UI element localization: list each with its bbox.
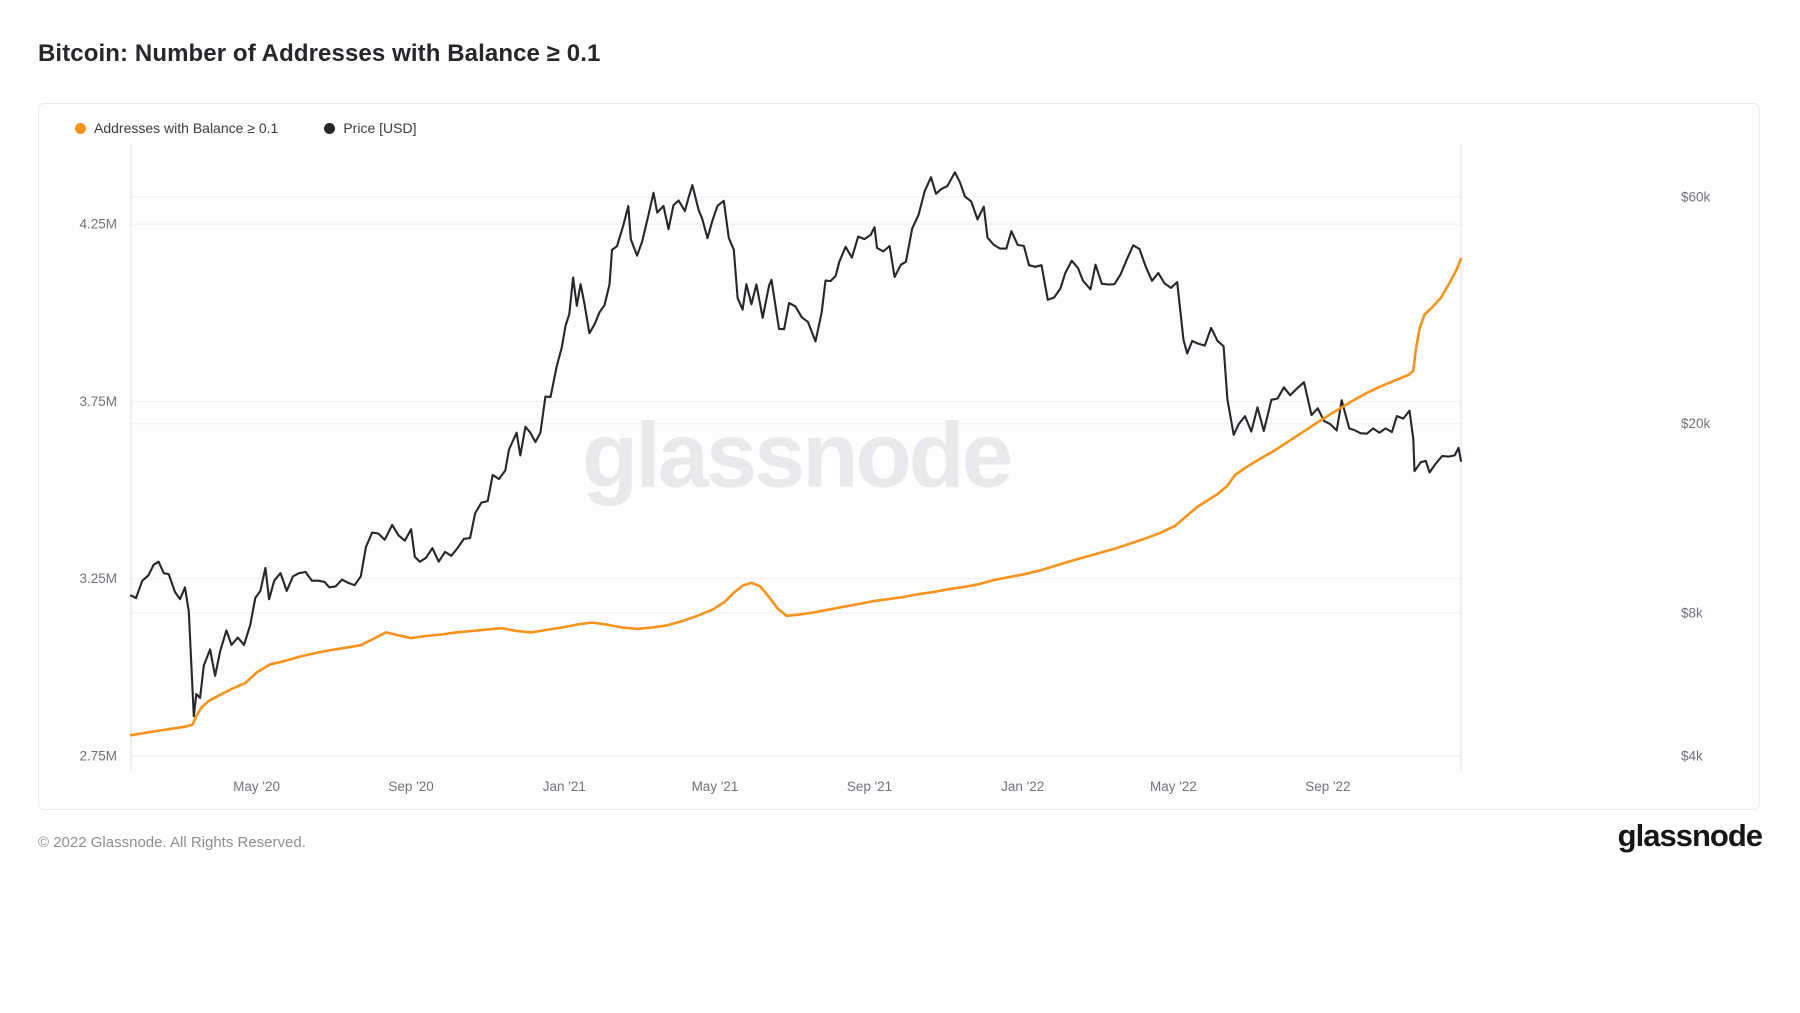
x-axis-tick-label: May '20: [233, 779, 280, 794]
legend-label-price: Price [USD]: [343, 120, 417, 136]
x-axis-tick-label: Sep '21: [847, 779, 892, 794]
glassnode-logo: glassnode: [1617, 818, 1763, 853]
addresses-series-swatch-icon: [75, 122, 86, 134]
left-axis-tick-label: 2.75M: [79, 748, 117, 763]
glassnode-watermark: glassnode: [581, 404, 1013, 507]
legend-item-addresses[interactable]: Addresses with Balance ≥ 0.1: [75, 120, 278, 136]
left-axis-tick-label: 3.75M: [79, 394, 117, 409]
right-axis-tick-label: $20k: [1681, 416, 1711, 431]
right-axis-tick-label: $4k: [1681, 749, 1703, 764]
addresses-series-path: [129, 257, 1463, 737]
legend-item-price[interactable]: Price [USD]: [324, 120, 416, 136]
x-axis-tick-label: Jan '21: [543, 779, 586, 794]
price-series-path: [129, 171, 1463, 718]
x-axis-tick-label: Sep '22: [1305, 779, 1350, 794]
price-series-swatch-icon: [324, 122, 336, 134]
x-axis-tick-label: Sep '20: [388, 779, 433, 794]
right-axis-tick-label: $60k: [1681, 189, 1711, 204]
page-title: Bitcoin: Number of Addresses with Balanc…: [38, 40, 601, 67]
x-axis-tick-label: May '21: [692, 779, 739, 794]
left-axis-tick-label: 4.25M: [79, 217, 117, 232]
right-axis-tick-label: $8k: [1681, 605, 1703, 620]
footer-copyright: © 2022 Glassnode. All Rights Reserved.: [38, 834, 306, 851]
chart-plot: 2.75M 3.25M 3.75M 4.25M $4k $8k $20k $60k May '2…: [79, 144, 1711, 794]
legend-label-addresses: Addresses with Balance ≥ 0.1: [94, 120, 279, 136]
x-axis-tick-label: Jan '22: [1001, 779, 1044, 794]
left-axis-tick-label: 3.25M: [79, 571, 117, 586]
chart-card: glassnode 2.75M 3.25M 3.75M 4.25M $4k $8k $20k…: [38, 103, 1760, 810]
x-axis-tick-label: May '22: [1150, 779, 1197, 794]
chart-legend: Addresses with Balance ≥ 0.1 Price [USD]: [75, 120, 416, 136]
